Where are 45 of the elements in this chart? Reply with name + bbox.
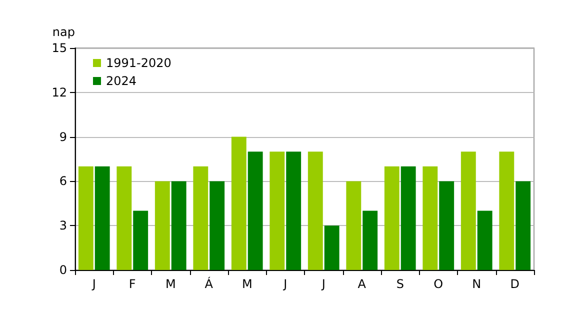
x-tick-label: D xyxy=(510,277,520,291)
y-tick-label: 0 xyxy=(59,263,67,277)
x-tick-label: M xyxy=(165,277,176,291)
x-tick-label: Á xyxy=(204,276,214,291)
bar xyxy=(384,166,400,270)
bar xyxy=(516,181,531,270)
bar xyxy=(193,166,208,270)
bar xyxy=(116,166,132,270)
legend-label: 1991-2020 xyxy=(106,56,172,70)
bar xyxy=(477,210,492,270)
y-tick-label: 15 xyxy=(52,41,67,55)
bar xyxy=(171,181,186,270)
x-tick-label: J xyxy=(282,277,288,291)
y-tick-label: 3 xyxy=(59,218,67,233)
bar xyxy=(248,152,263,270)
bar xyxy=(78,166,94,270)
bar xyxy=(210,181,225,270)
bar xyxy=(439,181,454,270)
x-tick-label: O xyxy=(434,277,444,291)
bar xyxy=(94,166,110,270)
x-tick-label: M xyxy=(242,277,252,291)
bar xyxy=(270,152,285,270)
bar xyxy=(154,181,170,270)
bar xyxy=(460,152,476,270)
x-tick-label: N xyxy=(472,277,482,291)
bar xyxy=(308,152,323,270)
bar xyxy=(400,166,416,270)
bar xyxy=(499,152,514,270)
y-axis-title: nap xyxy=(52,25,75,39)
bar xyxy=(422,166,438,270)
y-tick-label: 12 xyxy=(52,85,67,100)
bar xyxy=(362,210,378,270)
bar xyxy=(231,136,246,270)
x-tick-label: J xyxy=(320,277,326,291)
x-tick-label: S xyxy=(396,277,404,291)
x-tick-label: A xyxy=(358,277,367,291)
legend-label: 2024 xyxy=(106,74,137,88)
bar xyxy=(324,226,340,270)
y-tick-label: 6 xyxy=(59,174,67,188)
y-tick-label: 9 xyxy=(59,130,67,144)
bar xyxy=(133,210,148,270)
bar xyxy=(346,181,362,270)
bar xyxy=(286,152,302,270)
x-tick-label: F xyxy=(128,277,136,291)
x-tick-label: J xyxy=(91,277,96,291)
